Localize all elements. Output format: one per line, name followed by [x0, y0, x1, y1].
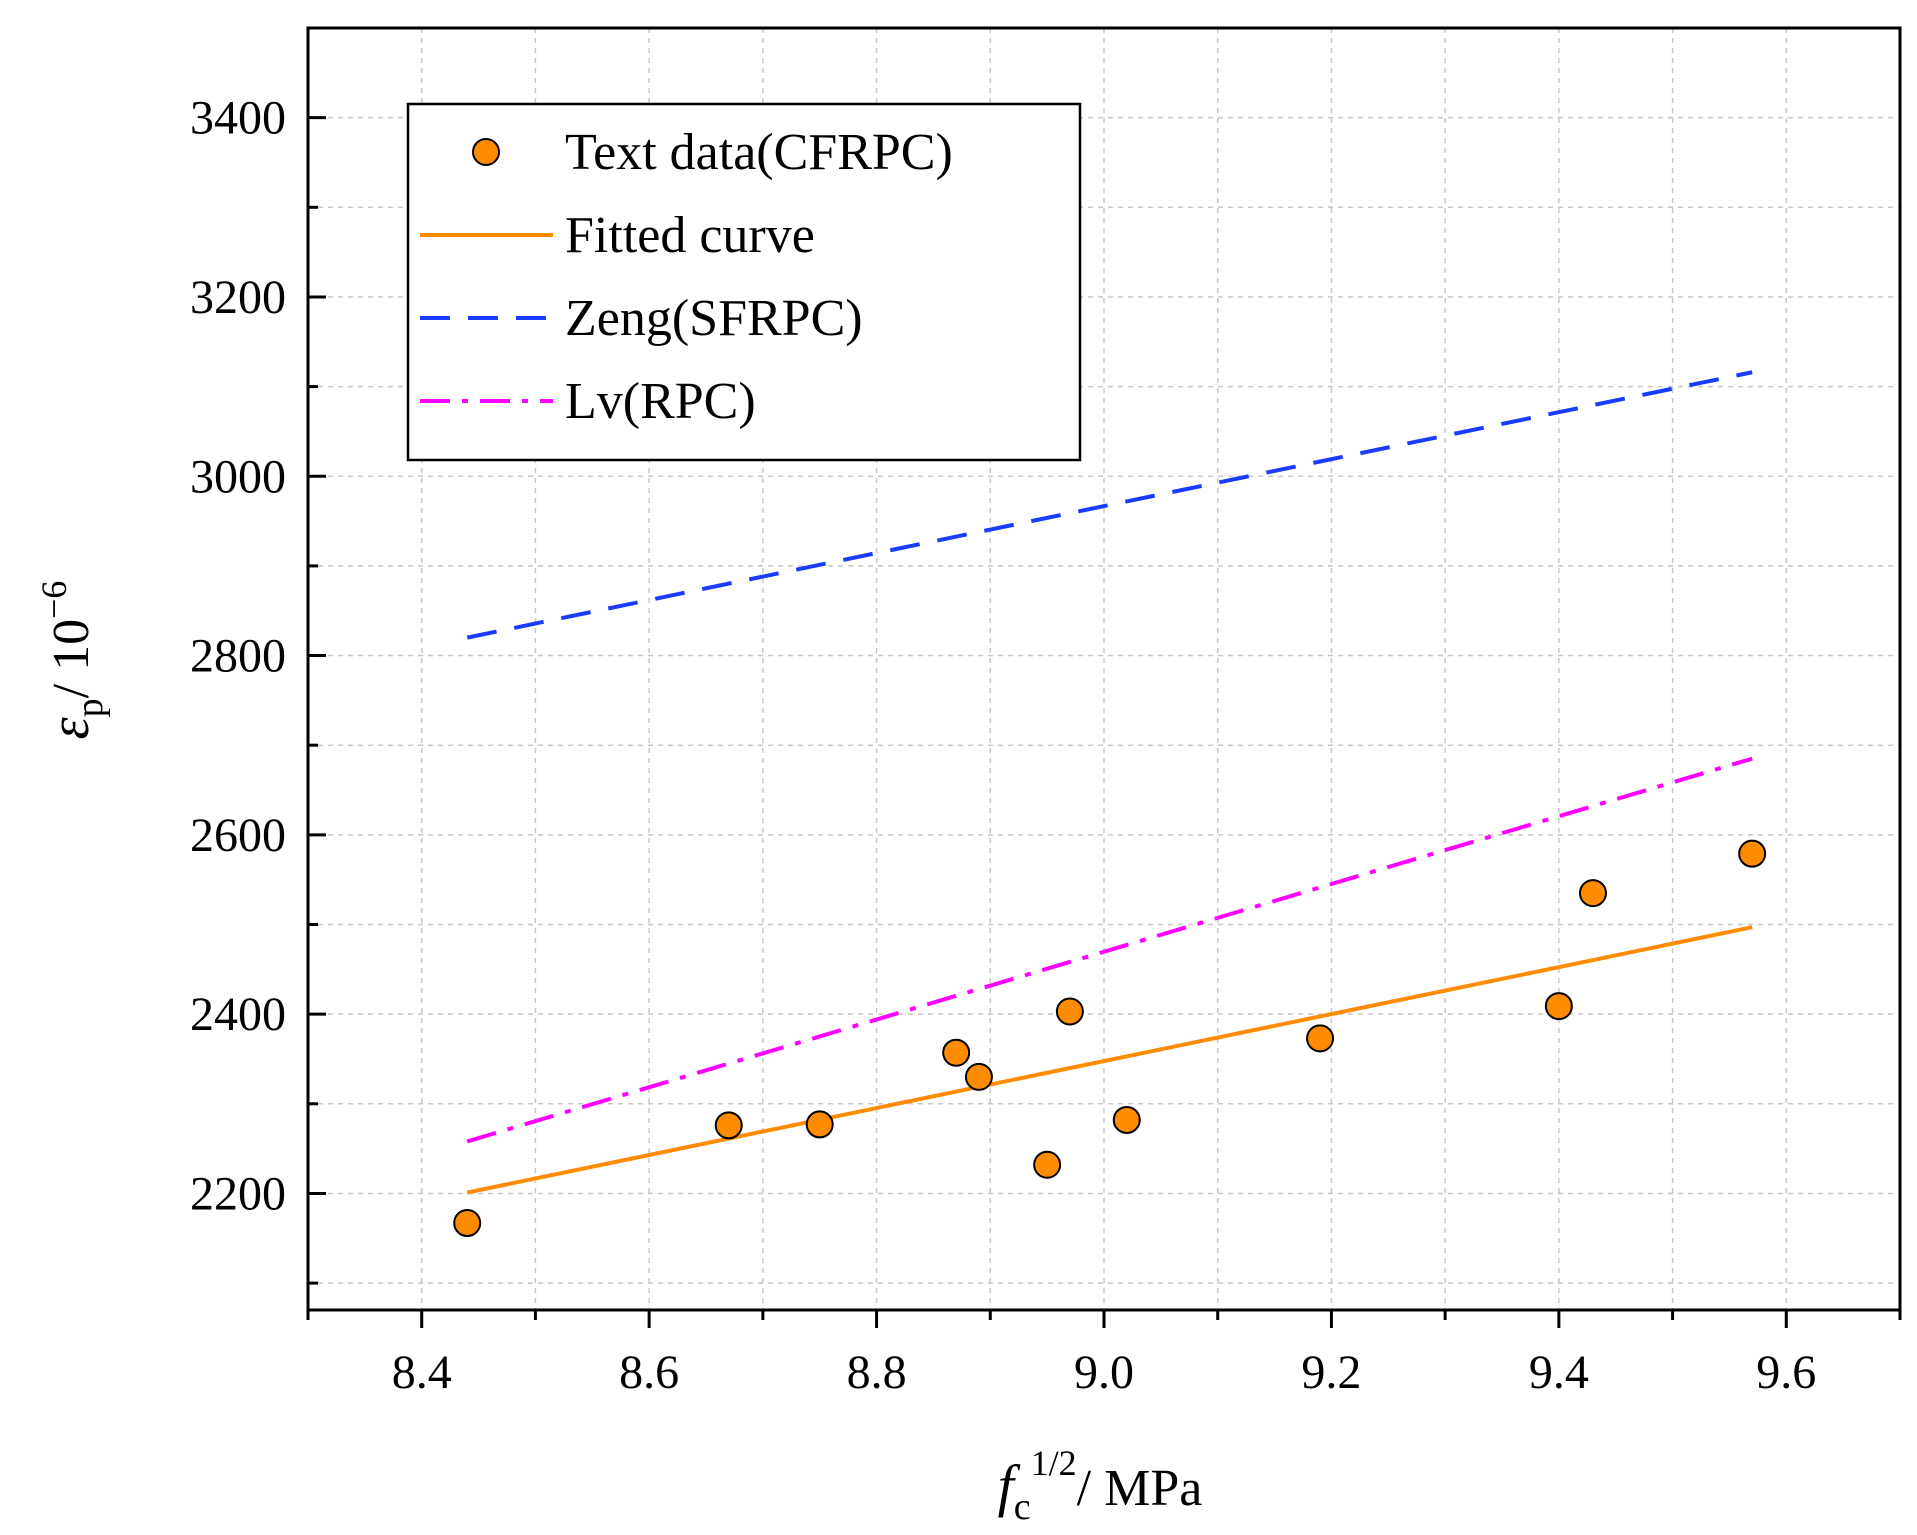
plot-series [453, 370, 1767, 1238]
y-axis-title-sub: p [69, 698, 111, 717]
y-tick-label: 2600 [190, 809, 286, 862]
axis-ticks: 8.4 8.6 8.8 9.0 9.2 9.4 9.6 2200 2400 2600 2800 300… [190, 26, 1902, 1399]
data-point [1306, 1024, 1335, 1053]
data-point [453, 1209, 482, 1238]
y-tick-label: 2800 [190, 630, 286, 683]
legend-marker [472, 138, 500, 166]
x-tick-label: 9.0 [1074, 1346, 1134, 1399]
series-line-zeng-sfrpc [466, 370, 1753, 640]
data-point [942, 1038, 971, 1067]
legend-label: Zeng(SFRPC) [565, 290, 863, 347]
legend-box [406, 102, 1082, 462]
data-point [1033, 1150, 1062, 1179]
legend-label: Fitted curve [565, 207, 815, 264]
y-tick-label: 2200 [190, 1167, 286, 1220]
x-axis-title-sup: 1/2 [1031, 1443, 1077, 1483]
x-tick-label: 9.6 [1756, 1346, 1816, 1399]
x-tick-label: 8.8 [847, 1346, 907, 1399]
x-tick-label: 8.4 [392, 1346, 452, 1399]
y-tick-label: 3000 [190, 450, 286, 503]
y-axis-title: εp/ 10−6 [34, 581, 111, 740]
y-tick-label: 3400 [190, 92, 286, 145]
legend: Text data(CFRPC) Fitted curve Zeng(SFRPC) L… [406, 102, 1082, 462]
x-axis-title: fc1/2/ MPa [998, 1443, 1203, 1528]
x-axis-title-unit: / MPa [1077, 1460, 1203, 1517]
data-point [1578, 879, 1607, 908]
y-axis-title-unit: / 10 [43, 619, 100, 698]
data-point [1738, 839, 1767, 868]
series-line-lv-rpc [466, 756, 1753, 1144]
y-tick-label: 3200 [190, 271, 286, 324]
series-line-fitted-curve [466, 925, 1753, 1195]
y-axis-title-sup: −6 [34, 581, 74, 619]
data-point [1112, 1105, 1141, 1134]
data-point [1544, 992, 1573, 1021]
y-tick-label: 2400 [190, 988, 286, 1041]
legend-label: Text data(CFRPC) [565, 124, 953, 181]
data-point [714, 1111, 743, 1140]
x-tick-label: 9.4 [1529, 1346, 1589, 1399]
x-axis-title-sub: c [1014, 1486, 1031, 1528]
data-point [964, 1062, 993, 1091]
data-point [805, 1110, 834, 1139]
y-axis-title-base: ε [39, 716, 101, 739]
x-tick-label: 8.6 [619, 1346, 679, 1399]
data-point [1055, 997, 1084, 1026]
x-tick-label: 9.2 [1301, 1346, 1361, 1399]
legend-label: Lv(RPC) [565, 373, 756, 430]
